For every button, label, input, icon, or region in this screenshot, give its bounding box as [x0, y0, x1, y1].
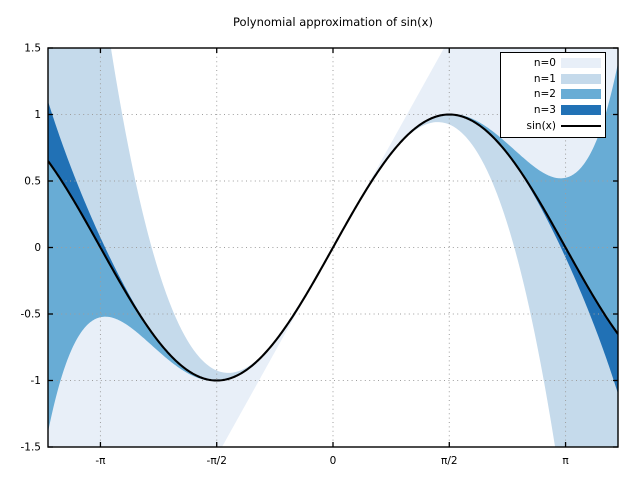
sin-curve — [48, 113, 618, 382]
legend-row: sin(x) — [501, 118, 601, 134]
y-tick-label: -1.5 — [21, 442, 42, 454]
legend-swatch — [561, 89, 601, 100]
chart-title: Polynomial approximation of sin(x) — [233, 15, 433, 29]
legend-swatch — [561, 105, 601, 116]
y-tick-label: 0.5 — [24, 176, 41, 188]
y-tick-label: 1 — [34, 109, 41, 121]
legend-swatch — [561, 57, 601, 68]
x-tick-label: π — [562, 455, 569, 467]
x-tick-label: 0 — [330, 455, 337, 467]
legend-row: n=0 — [501, 55, 601, 71]
legend-label: n=3 — [533, 104, 556, 117]
legend-row: n=3 — [501, 102, 601, 118]
legend: n=0 n=1 n=2 n=3 sin(x) — [500, 52, 606, 138]
tick-labels: -π -π/2 0 π/2 π -1.5 -1 -0.5 0 0.5 1 1.5 — [21, 43, 570, 467]
x-tick-label: -π — [95, 455, 106, 467]
tick-marks — [48, 47, 618, 448]
y-tick-label: -0.5 — [21, 309, 42, 321]
y-tick-label: -1 — [31, 375, 41, 387]
legend-label: n=0 — [533, 56, 556, 69]
x-tick-label: -π/2 — [207, 455, 227, 467]
legend-label: n=1 — [533, 72, 556, 85]
legend-line-sample — [561, 125, 601, 128]
legend-swatch — [561, 73, 601, 84]
region-n=1 — [48, 48, 618, 447]
legend-row: n=1 — [501, 71, 601, 87]
legend-label: n=2 — [533, 88, 556, 101]
y-tick-label: 1.5 — [24, 43, 41, 55]
legend-row: n=2 — [501, 87, 601, 103]
legend-label: sin(x) — [526, 120, 556, 133]
y-tick-label: 0 — [34, 242, 41, 254]
x-tick-label: π/2 — [441, 455, 458, 467]
